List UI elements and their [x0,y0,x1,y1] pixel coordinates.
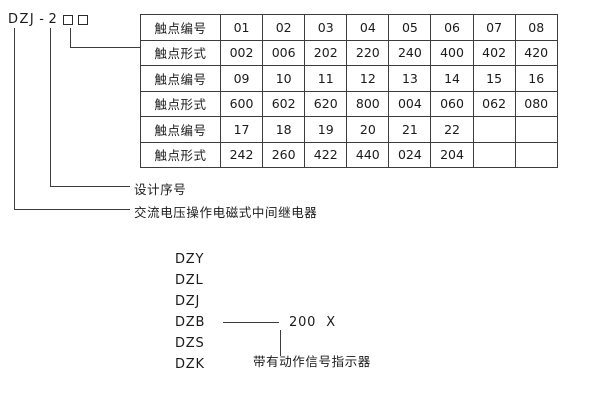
table-cell: 204 [430,141,474,168]
table-cell: 602 [262,90,306,117]
table-cell: 060 [430,90,474,117]
table-cell-empty [472,116,516,143]
table-cell: 062 [472,90,516,117]
table-cell: 11 [304,65,348,92]
leader-line-1-vertical [70,28,72,48]
relay-family-list: DZY DZL DZJ DZB 200 X DZS DZK [175,249,336,375]
list-item: DZL [175,270,336,291]
table-cell: 05 [388,14,432,41]
table-cell: 220 [346,39,390,66]
relay-description-label: 交流电压操作电磁式中间继电器 [134,205,318,220]
leader-line-2-vertical [50,28,52,187]
row-label: 触点形式 [140,90,221,117]
table-cell: 620 [304,90,348,117]
list-item-with-connector: DZB 200 X [175,312,336,333]
table-cell: 12 [346,65,390,92]
table-cell: 01 [219,14,264,41]
indicator-marker: X [326,315,336,330]
table-cell: 07 [472,14,516,41]
list-item: DZJ [175,291,336,312]
table-cell: 400 [430,39,474,66]
table-cell: 006 [262,39,306,66]
family-code-suffix: 200 [289,315,317,330]
design-serial-label: 设计序号 [134,182,187,197]
model-prefix: DZJ [8,12,36,27]
table-cell: 22 [430,116,474,143]
table-cell: 440 [346,141,390,168]
model-series-number: 2 [48,12,58,27]
table-cell: 600 [219,90,264,117]
table-cell: 02 [262,14,306,41]
table-cell: 13 [388,65,432,92]
table-cell: 002 [219,39,264,66]
table-cell: 19 [304,116,348,143]
family-code: DZJ [175,294,201,309]
list-item: DZK [175,354,336,375]
table-cell: 422 [304,141,348,168]
blank-placeholder-box-1 [63,14,74,25]
table-cell: 03 [304,14,348,41]
table-cell: 15 [472,65,516,92]
table-cell: 17 [219,116,264,143]
indicator-note-label: 带有动作信号指示器 [253,354,371,369]
table-cell-empty [472,141,516,168]
table-cell: 080 [514,90,558,117]
table-cell: 004 [388,90,432,117]
indicator-leader-line [280,330,282,356]
table-cell: 242 [219,141,264,168]
leader-line-3-horizontal [14,208,130,210]
row-label: 触点形式 [140,39,221,66]
table-body: 触点编号 01 02 03 04 05 06 07 08 触点形式 002 00… [140,14,558,168]
table-cell: 260 [262,141,306,168]
table-cell: 10 [262,65,306,92]
row-label: 触点编号 [140,116,221,143]
blank-placeholder-box-2 [78,14,89,25]
contact-specification-table: 触点编号 01 02 03 04 05 06 07 08 触点形式 002 00… [140,14,558,168]
leader-line-2-horizontal [50,185,130,187]
list-item: DZS [175,333,336,354]
table-cell: 024 [388,141,432,168]
table-row: 触点编号 17 18 19 20 21 22 [140,116,558,143]
table-row: 触点形式 002 006 202 220 240 400 402 420 [140,39,558,66]
row-label: 触点形式 [140,141,221,168]
family-code: DZL [175,273,204,288]
table-cell: 18 [262,116,306,143]
row-label: 触点编号 [140,65,221,92]
table-row: 触点形式 600 602 620 800 004 060 062 080 [140,90,558,117]
table-cell: 21 [388,116,432,143]
table-cell: 20 [346,116,390,143]
table-cell: 16 [514,65,558,92]
table-cell: 800 [346,90,390,117]
connector-line [223,321,279,324]
family-code: DZY [175,252,205,267]
family-code: DZB [175,315,206,330]
table-cell: 06 [430,14,474,41]
table-row: 触点编号 01 02 03 04 05 06 07 08 [140,14,558,41]
family-code: DZS [175,336,205,351]
model-dash: - [39,12,45,27]
row-label: 触点编号 [140,14,221,41]
table-cell: 202 [304,39,348,66]
table-cell: 04 [346,14,390,41]
table-cell: 420 [514,39,558,66]
table-cell-empty [514,141,558,168]
table-row: 触点编号 09 10 11 12 13 14 15 16 [140,65,558,92]
table-cell: 08 [514,14,558,41]
list-item: DZY [175,249,336,270]
leader-line-3-vertical [14,28,16,210]
table-cell: 240 [388,39,432,66]
leader-line-1-horizontal [70,46,140,48]
family-code: DZK [175,357,205,372]
table-row: 触点形式 242 260 422 440 024 204 [140,141,558,168]
table-cell-empty [514,116,558,143]
table-cell: 402 [472,39,516,66]
table-cell: 09 [219,65,264,92]
model-designation: DZJ - 2 [8,12,93,27]
table-cell: 14 [430,65,474,92]
